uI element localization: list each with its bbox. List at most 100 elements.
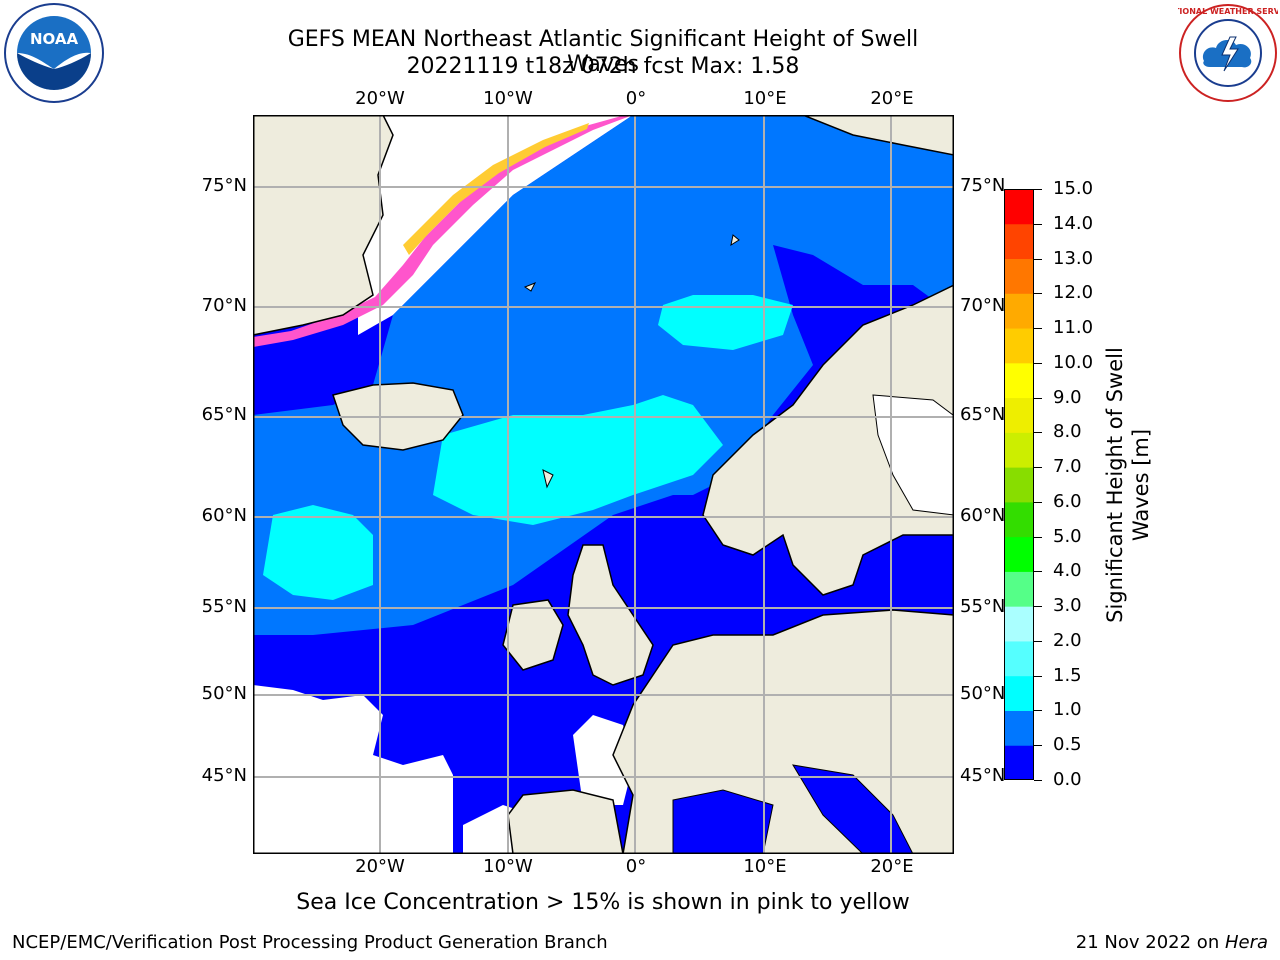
colorbar-tick-mark-11	[1034, 571, 1042, 573]
colorbar-tick-mark-7	[1034, 432, 1042, 434]
colorbar-frame	[1004, 189, 1034, 780]
colorbar-tick-mark-17	[1034, 780, 1042, 781]
colorbar-tick-2p0: 2.0	[1053, 629, 1082, 651]
nws-logo: NATIONAL WEATHER SERVICE	[1162, 3, 1280, 107]
footer-machine: Hera	[1224, 932, 1268, 953]
sea-ice-note: Sea Ice Concentration > 15% is shown in …	[296, 890, 910, 915]
colorbar-band-5	[1004, 571, 1034, 607]
colorbar-tick-15p0: 15.0	[1053, 178, 1094, 199]
colorbar-tick-mark-0	[1034, 189, 1042, 190]
lat-tick-right-55n: 55°N	[960, 596, 1006, 617]
colorbar-tick-mark-12	[1034, 606, 1042, 608]
lat-tick-left-70n: 70°N	[201, 295, 247, 316]
colorbar-tick-0p0: 0.0	[1053, 769, 1082, 790]
colorbar-tick-mark-4	[1034, 328, 1042, 330]
no-data-region-ice-edge	[358, 115, 633, 335]
colorbar-tick-8p0: 8.0	[1053, 421, 1082, 443]
colorbar-tick-7p0: 7.0	[1053, 456, 1082, 478]
footer-date-text: 21 Nov 2022 on	[1075, 932, 1225, 953]
land-small-islands	[523, 234, 740, 489]
lat-tick-left-50n: 50°N	[201, 683, 247, 704]
colorbar-tick-mark-10	[1034, 536, 1042, 538]
swell-band-0p5-1p0	[253, 115, 954, 635]
swell-band-1p0-1p5-central	[433, 395, 723, 525]
colorbar-band-16	[1004, 189, 1034, 225]
lat-tick-right-45n: 45°N	[960, 765, 1006, 786]
land-svalbard	[802, 115, 954, 156]
land-ireland	[502, 599, 564, 671]
colorbar-tick-mark-15	[1034, 710, 1042, 712]
colorbar-tick-mark-2	[1034, 258, 1042, 260]
lon-tick-top-20e: 20°E	[870, 88, 914, 109]
colorbar-tick-12p0: 12.0	[1053, 282, 1094, 304]
land-finland-no-data	[872, 394, 954, 516]
colorbar-tick-5p0: 5.0	[1053, 525, 1082, 547]
colorbar	[1004, 189, 1034, 780]
lat-tick-left-75n: 75°N	[201, 175, 247, 196]
colorbar-tick-1p0: 1.0	[1053, 699, 1082, 721]
colorbar-tick-14p0: 14.0	[1053, 212, 1094, 234]
colorbar-tick-mark-13	[1034, 640, 1042, 642]
lon-tick-bottom-20w: 20°W	[355, 856, 405, 877]
colorbar-band-7	[1004, 501, 1034, 538]
lon-tick-bottom-0: 0°	[625, 856, 647, 877]
colorbar-tick-9p0: 9.0	[1053, 386, 1082, 408]
lat-tick-right-65n: 65°N	[960, 404, 1006, 425]
lat-tick-right-70n: 70°N	[960, 295, 1006, 316]
lat-tick-left-55n: 55°N	[201, 596, 247, 617]
footer-date: 21 Nov 2022 on Hera	[1076, 932, 1268, 953]
colorbar-tick-6p0: 6.0	[1053, 490, 1082, 512]
colorbar-band-13	[1004, 293, 1034, 329]
colorbar-band-4	[1004, 606, 1034, 642]
colorbar-band-9	[1004, 432, 1034, 468]
colorbar-tick-0p5: 0.5	[1053, 734, 1082, 756]
colorbar-tick-mark-5	[1034, 362, 1042, 364]
no-data-region-sw	[253, 685, 453, 854]
colorbar-tick-mark-16	[1034, 745, 1042, 747]
colorbar-tick-mark-3	[1034, 293, 1042, 295]
lat-tick-right-60n: 60°N	[960, 505, 1006, 526]
lon-tick-bottom-10w: 10°W	[483, 856, 533, 877]
lon-tick-top-10w: 10°W	[483, 88, 533, 109]
map-frame	[253, 115, 954, 854]
colorbar-tick-3p0: 3.0	[1053, 595, 1082, 617]
sea-adriatic	[792, 764, 914, 854]
colorbar-band-0	[1004, 745, 1034, 780]
noaa-logo: NOAA	[4, 3, 104, 107]
colorbar-tick-4p0: 4.0	[1053, 560, 1082, 582]
colorbar-band-1	[1004, 710, 1034, 746]
colorbar-tick-mark-8	[1034, 467, 1042, 469]
colorbar-band-8	[1004, 467, 1034, 503]
noaa-logo-text: NOAA	[30, 30, 79, 48]
colorbar-band-6	[1004, 536, 1034, 572]
lon-tick-bottom-20e: 20°E	[870, 856, 914, 877]
swell-band-1p0-1p5-west	[263, 505, 373, 600]
colorbar-band-10	[1004, 397, 1034, 433]
colorbar-band-14	[1004, 258, 1034, 294]
sea-ice-edge	[253, 115, 633, 347]
footer-credit: NCEP/EMC/Verification Post Processing Pr…	[12, 932, 608, 953]
lat-tick-left-65n: 65°N	[201, 404, 247, 425]
colorbar-tick-11p0: 11.0	[1053, 317, 1094, 339]
colorbar-band-11	[1004, 362, 1034, 399]
lon-tick-top-0: 0°	[625, 88, 647, 109]
map-graticule	[253, 115, 954, 854]
chart-subtitle: 20221119 t18z 072h fcst Max: 1.58	[406, 54, 800, 79]
lon-tick-bottom-10e: 10°E	[743, 856, 787, 877]
colorbar-tick-mark-14	[1034, 675, 1042, 677]
land-greenland	[253, 115, 394, 336]
colorbar-band-12	[1004, 328, 1034, 364]
colorbar-tick-1p5: 1.5	[1053, 664, 1082, 686]
sea-mediterranean	[672, 789, 774, 854]
swell-height-map	[253, 115, 954, 854]
colorbar-band-15	[1004, 223, 1034, 260]
colorbar-label: Significant Height of Swell Waves [m]	[1103, 347, 1153, 623]
swell-band-1p0-1p5-norwegian-sea	[658, 295, 793, 350]
land-iberia	[507, 789, 624, 854]
chart-title: GEFS MEAN Northeast Atlantic Significant…	[287, 27, 919, 77]
lon-tick-top-20w: 20°W	[355, 88, 405, 109]
colorbar-band-3	[1004, 640, 1034, 677]
no-data-region-biscay	[573, 715, 633, 805]
colorbar-band-2	[1004, 675, 1034, 711]
lat-tick-left-45n: 45°N	[201, 765, 247, 786]
